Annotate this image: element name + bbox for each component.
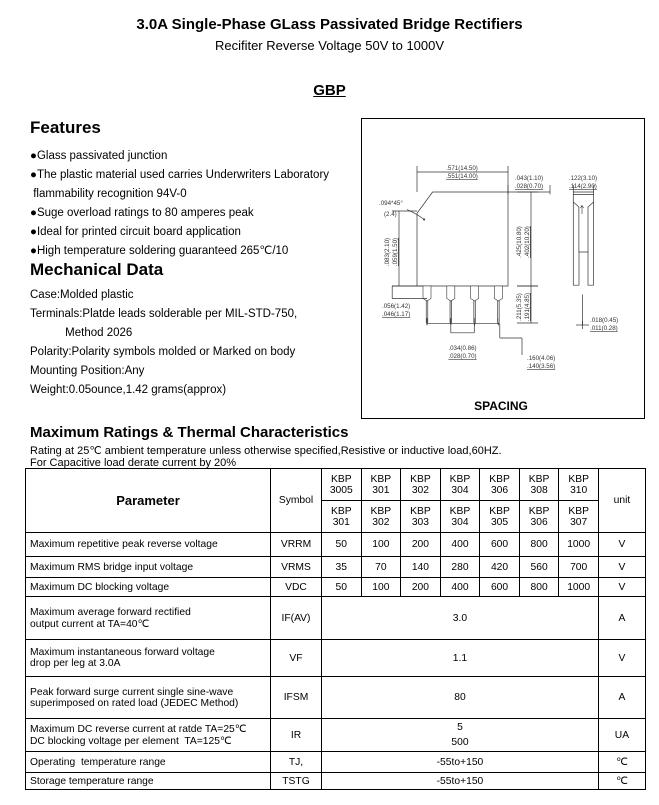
svg-text:.191(4.85): .191(4.85) xyxy=(524,293,531,321)
svg-text:.140(3.56): .140(3.56) xyxy=(527,363,555,370)
svg-text:.571(14.50): .571(14.50) xyxy=(446,165,478,172)
svg-text:.056(1.42): .056(1.42) xyxy=(382,303,410,310)
svg-text:.011(0.28): .011(0.28) xyxy=(590,325,618,332)
svg-text:.028(0.70): .028(0.70) xyxy=(448,353,476,360)
svg-text:SPACING: SPACING xyxy=(474,399,528,413)
svg-text:.043(1.10): .043(1.10) xyxy=(515,175,543,182)
svg-text:.046(1.17): .046(1.17) xyxy=(382,311,410,318)
svg-text:.083(2.10): .083(2.10) xyxy=(384,238,391,266)
svg-text:.551(14.00): .551(14.00) xyxy=(446,173,478,180)
svg-text:(2.4): (2.4) xyxy=(384,211,397,218)
svg-text:.160(4.06): .160(4.06) xyxy=(527,355,555,362)
svg-text:.122(3.10): .122(3.10) xyxy=(569,175,597,182)
svg-text:.034(0.86): .034(0.86) xyxy=(448,345,476,352)
svg-text:.211(5.35): .211(5.35) xyxy=(516,293,523,321)
svg-text:.059(1.50): .059(1.50) xyxy=(392,238,399,266)
svg-text:.018(0.45): .018(0.45) xyxy=(590,317,618,324)
svg-text:.425(10.80): .425(10.80) xyxy=(516,226,523,258)
svg-text:.028(0.70): .028(0.70) xyxy=(515,183,543,190)
svg-text:.402(10.20): .402(10.20) xyxy=(524,226,531,258)
svg-text:.094*45°: .094*45° xyxy=(379,200,403,207)
svg-text:.114(2.90): .114(2.90) xyxy=(569,183,597,190)
